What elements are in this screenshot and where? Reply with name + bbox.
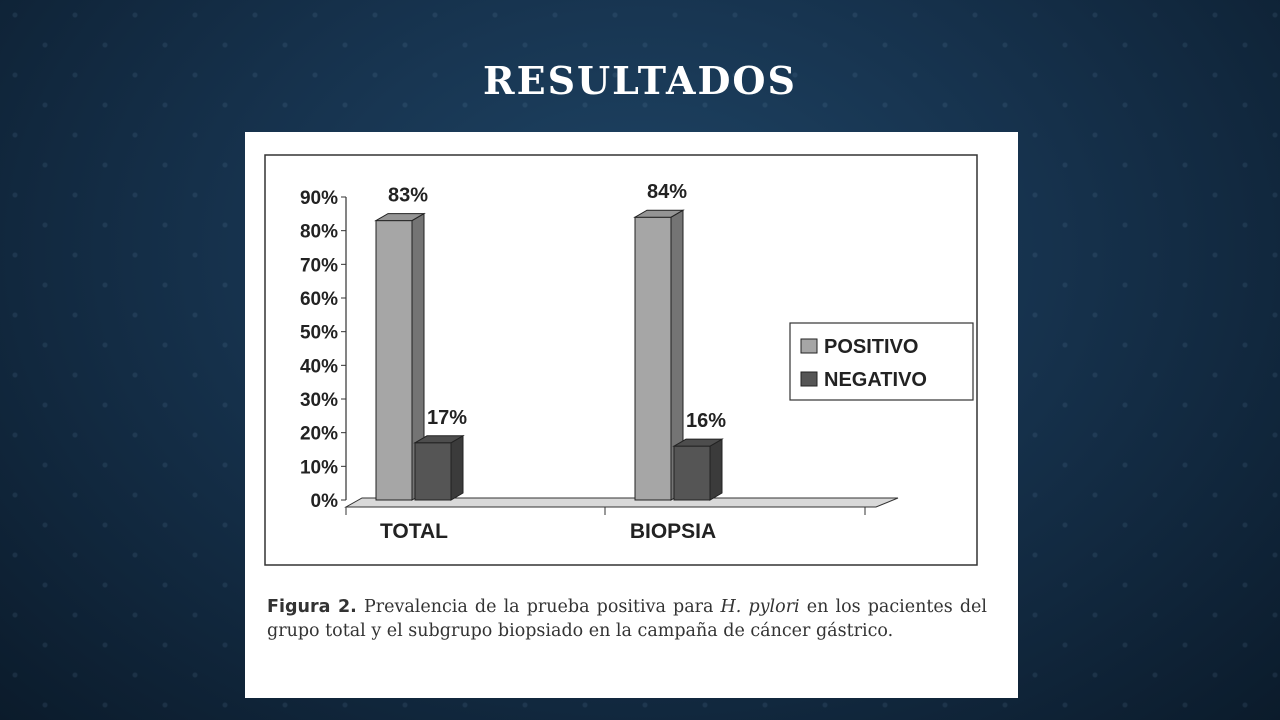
label-layer: TOTAL BIOPSIA 83% 84% 17% 16% — [380, 181, 726, 543]
legend-box — [789, 322, 974, 401]
data-label: 83% — [388, 185, 428, 207]
y-tick-label: 60% — [300, 289, 338, 310]
data-label: 17% — [427, 407, 467, 429]
y-tick-label: 50% — [300, 323, 338, 344]
slide-title: RESULTADOS — [483, 58, 797, 103]
y-tick-label: 10% — [300, 457, 338, 478]
bar-top — [374, 213, 426, 222]
bar-side — [709, 438, 723, 501]
legend-swatch — [800, 371, 818, 387]
bar-front — [634, 216, 672, 501]
y-tick-label: 20% — [300, 424, 338, 445]
caption-species: H. pylori — [720, 597, 800, 617]
bar-front — [414, 442, 452, 501]
chart-frame — [264, 154, 978, 566]
legend: POSITIVO NEGATIVO — [789, 322, 974, 401]
bar-top — [633, 209, 685, 218]
bar-chart: 0% 10% 20% 30% 40% 50% 60% 70% 80% 90% TOTAL BIOPS… — [264, 154, 978, 566]
data-label: 84% — [647, 181, 687, 203]
bar-positivo-total — [374, 212, 426, 501]
bar-side — [450, 434, 464, 501]
y-tick-label: 0% — [311, 491, 339, 512]
legend-label: NEGATIVO — [824, 369, 927, 391]
bar-layer — [374, 209, 724, 501]
bar-top — [672, 438, 724, 447]
x-tick-label: TOTAL — [380, 520, 448, 543]
caption-text-after: en los pacientes del grupo total y el su… — [267, 597, 987, 641]
figure-caption: Figura 2. Prevalencia de la prueba posit… — [267, 595, 987, 643]
x-tick-label: BIOPSIA — [630, 520, 716, 543]
bar-negativo-biopsia — [672, 438, 724, 501]
bar-negativo-total — [413, 434, 465, 501]
bar-front — [375, 220, 413, 501]
chart-floor — [344, 497, 899, 508]
data-label: 16% — [686, 410, 726, 432]
y-tick-label: 40% — [300, 356, 338, 377]
y-tick-label: 70% — [300, 255, 338, 276]
bar-positivo-biopsia — [633, 209, 685, 501]
caption-text-before: Prevalencia de la prueba positiva para — [363, 597, 714, 617]
legend-swatch — [800, 338, 818, 354]
y-tick-label: 90% — [300, 188, 338, 209]
y-tick-label: 30% — [300, 390, 338, 411]
y-tick-label: 80% — [300, 222, 338, 243]
legend-label: POSITIVO — [824, 336, 918, 358]
bar-top — [413, 435, 465, 444]
bar-front — [673, 445, 711, 501]
figure-card: 0% 10% 20% 30% 40% 50% 60% 70% 80% 90% TOTAL BIOPS… — [245, 132, 1018, 698]
caption-label: Figura 2. — [267, 597, 357, 617]
axis-layer: 0% 10% 20% 30% 40% 50% 60% 70% 80% 90% — [300, 188, 899, 515]
